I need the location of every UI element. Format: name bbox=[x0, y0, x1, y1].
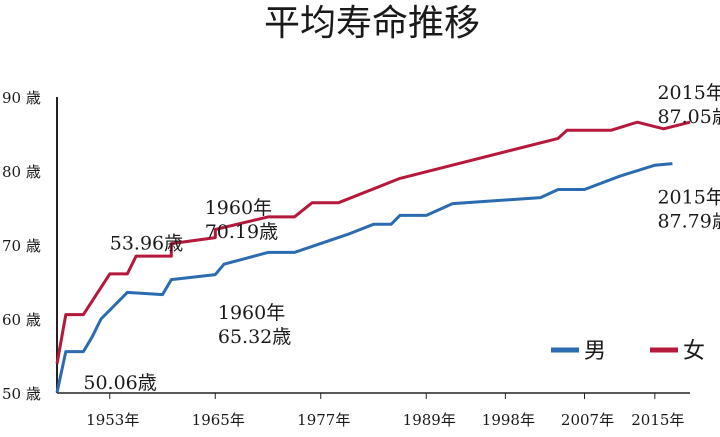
y-tick-label: 80 歳 bbox=[2, 163, 41, 181]
series-line-female bbox=[55, 120, 691, 364]
legend: 男女 bbox=[551, 339, 705, 364]
data-label: 1960年 bbox=[205, 197, 272, 219]
axes: 50 歳 60 歳 70 歳 80 歳 90 歳 1953年 1965年 1977年 1989年… bbox=[2, 89, 690, 429]
x-tick-label: 2007年 bbox=[561, 411, 614, 429]
data-label: 50.06歳 bbox=[83, 372, 156, 394]
y-tick-label: 70 歳 bbox=[2, 237, 41, 255]
x-tick-label: 1953年 bbox=[86, 411, 139, 429]
legend-label: 女 bbox=[683, 339, 705, 364]
data-label: 70.19歳 bbox=[205, 221, 278, 243]
y-tick-label: 60 歳 bbox=[2, 311, 41, 329]
data-label: 53.96歳 bbox=[110, 232, 183, 254]
data-label: 2015年 bbox=[657, 82, 720, 104]
y-tick-label: 90 歳 bbox=[2, 89, 41, 107]
x-tick-label: 1998年 bbox=[482, 411, 535, 429]
annotation-layer: 50.06歳53.96歳1960年70.19歳1960年65.32歳2015年8… bbox=[83, 82, 720, 394]
anno-male-start: 50.06歳 bbox=[83, 372, 156, 394]
anno-female-start: 53.96歳 bbox=[110, 232, 183, 254]
data-label: 2015年 bbox=[657, 187, 720, 209]
chart-title: 平均寿命推移 bbox=[264, 3, 480, 44]
y-tick-label: 50 歳 bbox=[2, 385, 41, 403]
x-tick-label: 2015年 bbox=[631, 411, 684, 429]
x-tick-label: 1989年 bbox=[403, 411, 456, 429]
data-label: 1960年 bbox=[218, 302, 285, 324]
x-tick-label: 1965年 bbox=[192, 411, 245, 429]
series-layer bbox=[55, 120, 691, 393]
legend-label: 男 bbox=[584, 339, 606, 364]
series-line-male bbox=[55, 162, 673, 393]
x-tick-label: 1977年 bbox=[297, 411, 350, 429]
data-label: 87.79歳 bbox=[657, 211, 720, 233]
data-label: 87.05歳 bbox=[657, 106, 720, 128]
data-label: 65.32歳 bbox=[218, 326, 291, 348]
